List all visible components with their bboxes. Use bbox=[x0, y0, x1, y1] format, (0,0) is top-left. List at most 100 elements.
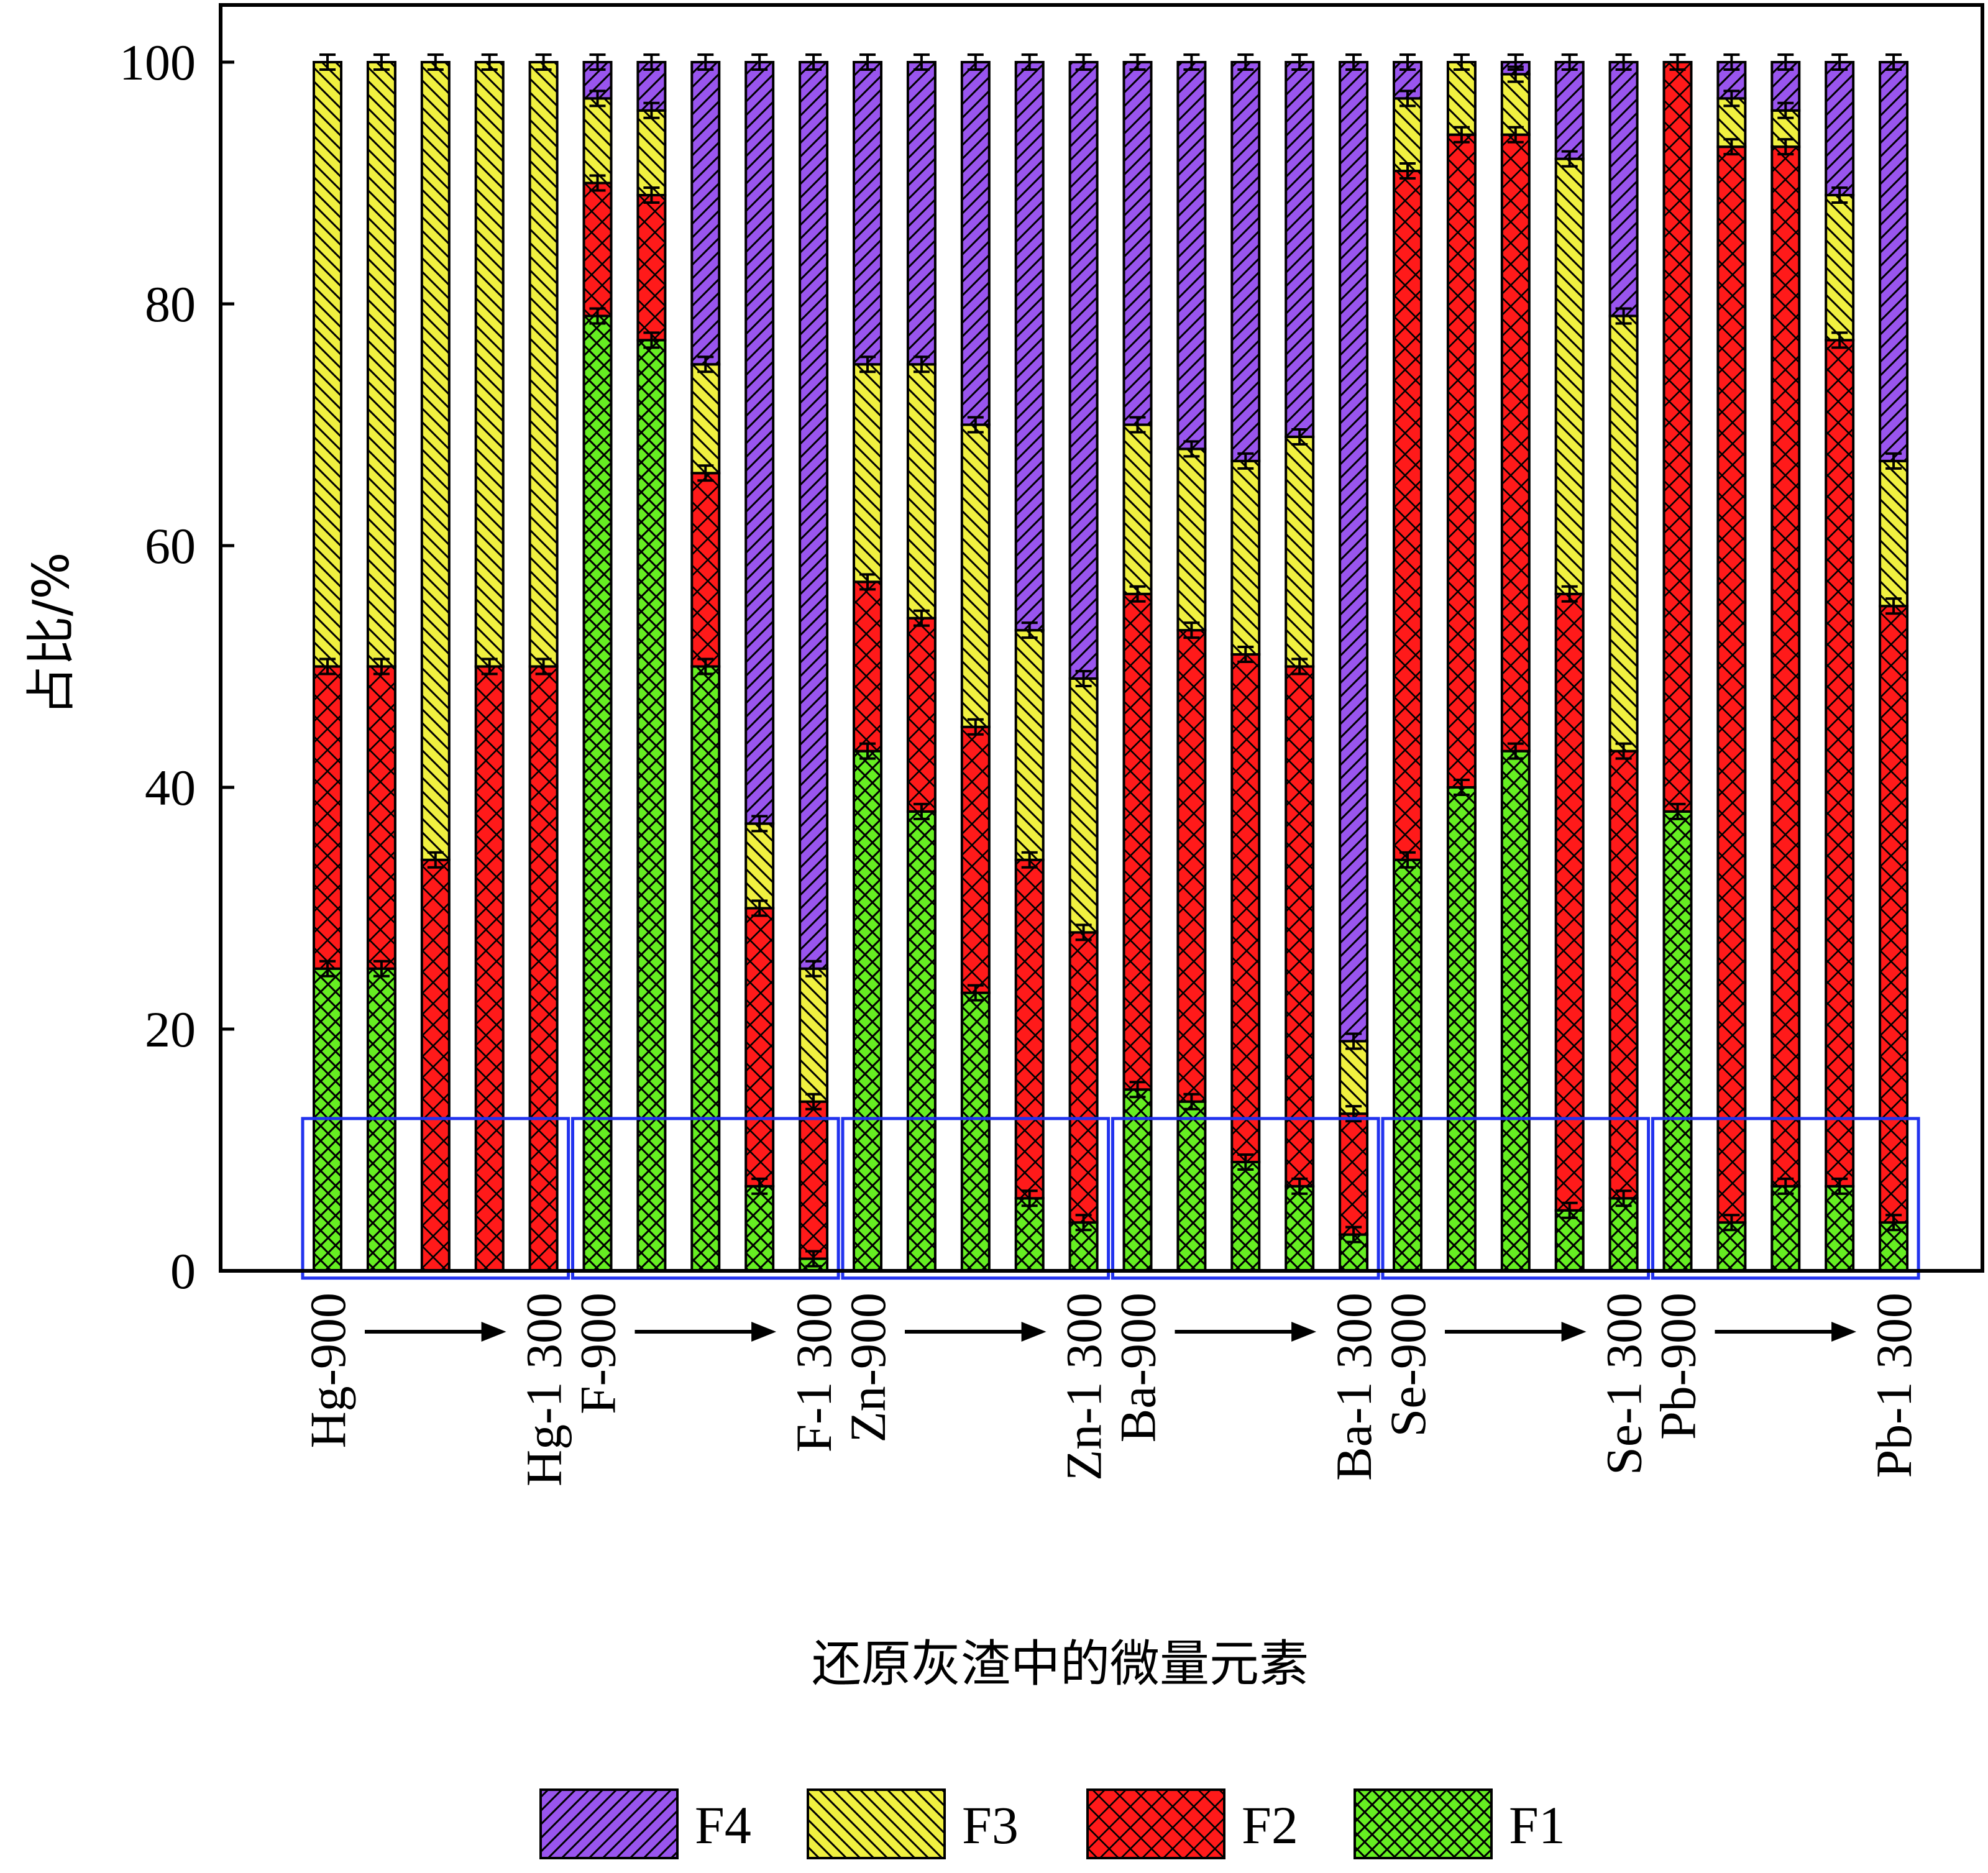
error-bar bbox=[1021, 621, 1038, 639]
bar-segment-F2 bbox=[1068, 931, 1099, 1224]
error-bar bbox=[535, 53, 552, 71]
bar-segment-F1 bbox=[906, 810, 937, 1272]
highlight-box bbox=[841, 1117, 1111, 1280]
bar-segment-F3 bbox=[744, 822, 775, 910]
bar-segment-F1 bbox=[1500, 749, 1531, 1272]
legend-item-F4: F4 bbox=[539, 1788, 751, 1859]
error-bar bbox=[1723, 89, 1740, 108]
bar-segment-F2 bbox=[1716, 145, 1747, 1224]
bar-segment-F4 bbox=[1879, 61, 1909, 462]
error-bar bbox=[1291, 53, 1308, 71]
bar-segment-F4 bbox=[1068, 61, 1099, 680]
bar-segment-F3 bbox=[1554, 157, 1585, 595]
error-bar bbox=[1777, 101, 1794, 119]
range-arrow bbox=[1715, 1322, 1857, 1342]
bar-segment-F4 bbox=[960, 61, 991, 426]
error-bar bbox=[1561, 1201, 1578, 1219]
error-bar bbox=[373, 657, 390, 675]
bars-layer bbox=[313, 61, 1909, 1273]
bar-segment-F1 bbox=[1393, 858, 1422, 1272]
legend-label: F2 bbox=[1242, 1795, 1298, 1855]
bar-segment-F3 bbox=[1068, 677, 1099, 934]
error-bar bbox=[1723, 138, 1740, 156]
error-bar bbox=[751, 1177, 768, 1195]
bar-segment-F2 bbox=[799, 1100, 829, 1260]
error-bar bbox=[643, 186, 660, 204]
error-bar bbox=[913, 355, 930, 373]
bar-segment-F3 bbox=[1608, 314, 1639, 753]
error-bar bbox=[1885, 53, 1902, 71]
x-tick-label: Se-1 300 bbox=[1596, 1293, 1652, 1475]
bar-segment-F1 bbox=[1770, 1184, 1801, 1272]
error-bar bbox=[1345, 53, 1362, 71]
error-bar bbox=[1237, 1153, 1254, 1171]
axes: 0 20 40 60 80 100 bbox=[119, 3, 1984, 1299]
bar-segment-F2 bbox=[690, 472, 721, 668]
error-bar bbox=[913, 53, 930, 71]
bar-segment-F1 bbox=[960, 991, 991, 1273]
bar-segment-F3 bbox=[1285, 435, 1315, 668]
bar-segment-F3 bbox=[528, 61, 559, 668]
bar-segment-F1 bbox=[1285, 1184, 1315, 1272]
error-bar bbox=[1453, 779, 1470, 796]
highlight-box bbox=[1381, 1117, 1651, 1280]
error-bar bbox=[589, 174, 606, 192]
error-bar bbox=[1291, 657, 1308, 675]
bar-segment-F2 bbox=[1446, 133, 1477, 789]
error-bar bbox=[589, 53, 606, 71]
error-bar bbox=[1183, 621, 1200, 639]
x-tick-label: Zn-900 bbox=[840, 1293, 896, 1442]
bar-segment-F2 bbox=[313, 665, 342, 970]
bar-segment-F2 bbox=[636, 193, 667, 342]
bar-segment-F1 bbox=[1176, 1100, 1207, 1272]
bar-segment-F2 bbox=[853, 580, 882, 753]
error-bar bbox=[1399, 851, 1416, 869]
error-bar bbox=[1615, 307, 1632, 325]
bar-segment-F4 bbox=[853, 61, 882, 366]
error-bar bbox=[913, 802, 930, 820]
bar-segment-F1 bbox=[853, 749, 882, 1272]
y-tick-label: 40 bbox=[145, 759, 196, 816]
bar-segment-F2 bbox=[960, 725, 991, 994]
error-bar bbox=[1183, 53, 1200, 71]
error-bar bbox=[643, 101, 660, 119]
error-bar bbox=[751, 815, 768, 833]
error-bar bbox=[1399, 162, 1416, 180]
error-bar bbox=[1453, 53, 1470, 71]
legend-label: F3 bbox=[962, 1795, 1019, 1855]
bar-segment-F2 bbox=[1176, 629, 1207, 1103]
bar-segment-F2 bbox=[1339, 1112, 1369, 1236]
bar-segment-F2 bbox=[1014, 858, 1045, 1200]
bar-segment-F1 bbox=[1608, 1197, 1639, 1273]
error-bar bbox=[967, 416, 984, 434]
bar-segment-F3 bbox=[1339, 1040, 1369, 1115]
bar-segment-F1 bbox=[1122, 1088, 1153, 1272]
error-bar bbox=[859, 742, 876, 760]
error-bar bbox=[373, 959, 390, 978]
error-bar bbox=[859, 355, 876, 373]
bar-segment-F3 bbox=[853, 363, 882, 584]
error-bar bbox=[1669, 53, 1686, 71]
bar-segment-F2 bbox=[1879, 605, 1909, 1224]
bar-segment-F3 bbox=[636, 109, 667, 196]
bar-segment-F2 bbox=[1285, 665, 1315, 1188]
error-bar bbox=[1183, 1092, 1200, 1111]
bar-segment-F1 bbox=[1230, 1160, 1261, 1272]
legend-label: F1 bbox=[1509, 1795, 1565, 1855]
bar-segment-F3 bbox=[582, 97, 613, 185]
error-bar bbox=[1075, 669, 1092, 687]
bar-segment-F2 bbox=[1230, 653, 1261, 1163]
bar-segment-F2 bbox=[582, 181, 613, 318]
error-bar bbox=[1237, 53, 1254, 71]
error-bar bbox=[643, 331, 660, 349]
error-bar bbox=[697, 355, 714, 373]
error-bar bbox=[319, 657, 336, 675]
error-bar bbox=[373, 53, 390, 71]
error-bar bbox=[1561, 150, 1578, 168]
error-bar bbox=[643, 53, 660, 71]
y-tick-label: 20 bbox=[145, 1001, 196, 1058]
bar-segment-F2 bbox=[474, 665, 505, 1272]
error-bar bbox=[427, 53, 444, 71]
error-bar bbox=[427, 851, 444, 869]
